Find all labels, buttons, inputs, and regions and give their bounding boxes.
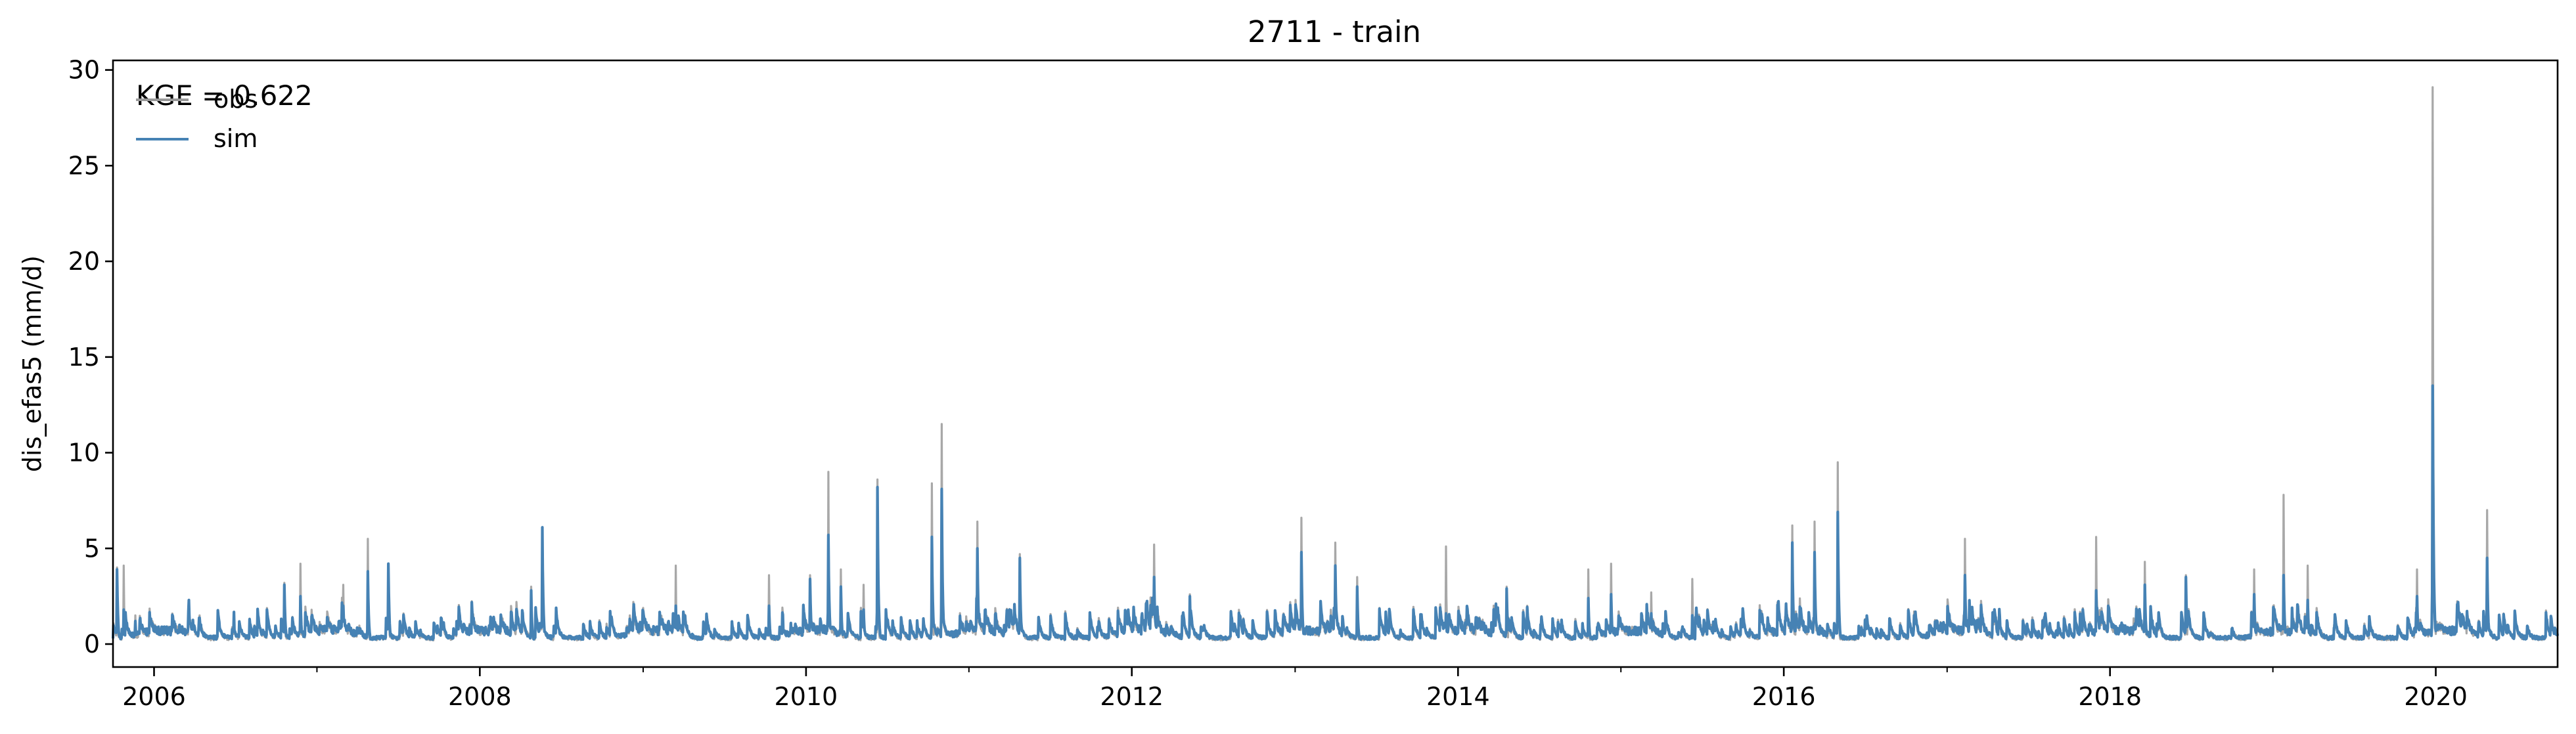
legend-obs-label: obs (214, 85, 258, 114)
x-tick-label: 2016 (1752, 682, 1816, 711)
y-tick-label: 5 (84, 534, 100, 563)
y-tick-label: 0 (84, 630, 100, 658)
legend-sim-label: sim (214, 124, 258, 153)
y-tick-label: 10 (68, 439, 100, 467)
y-tick-label: 25 (68, 151, 100, 180)
x-tick-label: 2012 (1100, 682, 1164, 711)
y-axis-label: dis_efas5 (mm/d) (18, 255, 47, 472)
series-layer (111, 86, 2560, 641)
x-tick-label: 2018 (2078, 682, 2142, 711)
axes-layer: 0 5 10 15 20 25 30 2006 2008 2010 2012 2014 2016 2018… (68, 56, 2559, 711)
chart-title: 2711 - train (1248, 14, 1421, 49)
x-tick-label: 2020 (2404, 682, 2468, 711)
kge-annotation: KGE = 0.622 (136, 79, 313, 112)
series-line-sim (111, 384, 2560, 641)
y-tick-label: 20 (68, 247, 100, 276)
y-tick-label: 15 (68, 343, 100, 372)
x-tick-label: 2014 (1426, 682, 1490, 711)
x-tick-label: 2006 (122, 682, 186, 711)
legend: obs sim (136, 85, 258, 153)
x-tick-label: 2008 (448, 682, 512, 711)
annotation-group: KGE = 0.622 (136, 79, 313, 112)
y-tick-label: 30 (68, 56, 100, 85)
plot-frame (112, 59, 2559, 668)
x-tick-label: 2010 (775, 682, 838, 711)
